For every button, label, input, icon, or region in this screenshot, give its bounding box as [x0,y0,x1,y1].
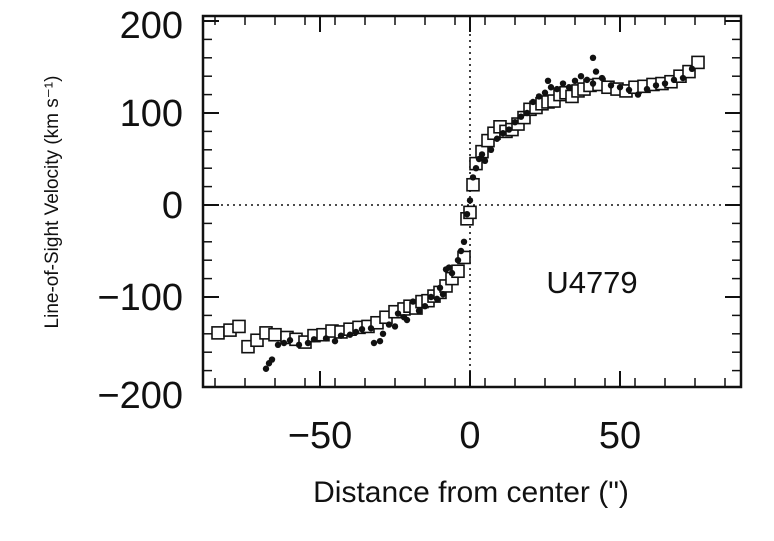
data-point-dot [589,54,597,61]
x-tick-labels: −50 0 50 [288,415,641,457]
filled-circle-series [262,54,696,372]
data-point-dot [544,77,552,85]
data-point-dot [553,85,561,93]
data-point-dot [415,307,423,314]
data-point-dot [331,337,339,345]
data-point-dot [439,291,447,298]
data-point-dot [463,211,471,218]
data-point-dot [454,257,462,264]
y-tick-labels: −200 −100 0 100 200 [97,5,183,417]
data-point-dot [547,84,555,91]
data-point-dot [616,84,624,91]
data-point-dot [304,339,312,347]
data-point-dot [322,335,330,342]
data-point-dot [559,80,567,87]
data-point-dot [475,155,483,163]
data-point-dot [367,325,375,332]
y-tick-label: 200 [120,5,183,47]
data-point-dot [268,356,276,363]
data-point-dot [445,264,453,271]
data-point-dot [385,321,393,328]
y-tick-label: 0 [162,185,183,227]
data-point-dot [433,295,441,303]
data-point-dot [262,365,270,372]
data-point-dot [592,68,600,75]
major-ticks [203,16,741,387]
data-point-dot [679,74,687,82]
data-point-dot [565,84,573,91]
data-point-dot [661,80,669,87]
data-point-dot [346,331,354,338]
data-point-dot [493,135,501,142]
x-tick-label: −50 [288,415,352,457]
data-point-dot [589,80,597,87]
data-point-dot [472,165,480,172]
y-tick-label: 100 [120,93,183,135]
data-point-dot [337,332,345,339]
data-point-dot [466,197,474,204]
data-point-square [268,327,282,342]
data-point-dot [625,86,633,94]
y-axis-title: Line-of-Sight Velocity (km s⁻¹) [42,76,63,329]
y-tick-label: −100 [97,277,183,319]
data-point-dot [448,269,456,277]
y-tick-label: −200 [97,375,183,417]
x-tick-label: 50 [599,415,641,457]
data-point-square [691,55,705,70]
data-point-dot [286,337,294,344]
data-point-dot [370,339,378,347]
data-point-dot [379,330,387,337]
data-point-dot [643,85,651,93]
data-point-dot [457,247,465,255]
data-point-dot [352,328,360,336]
data-point-dot [274,341,282,349]
data-point-dot [517,113,525,120]
data-point-dot [607,82,615,89]
data-point-dot [295,341,303,349]
reference-lines [203,16,741,387]
plot-frame [201,14,743,389]
data-point-dot [376,337,384,345]
galaxy-label: U4779 [546,265,637,300]
data-point-dot [535,93,543,100]
data-point-dot [481,157,489,165]
data-point-dot [478,151,486,158]
data-point-dot [505,126,513,133]
data-point-dot [577,73,585,80]
data-point-dot [652,82,660,89]
data-point-dot [598,74,606,82]
data-point-dot [688,65,696,73]
data-point-dot [511,119,519,126]
data-point-dot [427,293,435,301]
x-axis-title: Distance from center (") [313,476,629,509]
data-point-dot [358,326,366,333]
data-point-dot [541,89,549,96]
data-point-dot [403,316,411,324]
data-point-dot [310,336,318,343]
data-point-square [232,319,246,334]
data-point-dot [391,323,399,330]
data-point-dot [460,238,468,245]
open-square-series [211,55,705,354]
data-point-dot [634,91,642,98]
data-point-dot [469,174,477,181]
data-point-dot [280,339,288,347]
minor-ticks [203,16,741,387]
data-point-square [211,326,225,340]
data-point-dot [394,310,402,317]
data-point-dot [670,76,678,84]
data-point-dot [409,298,417,305]
data-point-dot [421,303,429,310]
x-tick-label: 0 [459,415,480,457]
data-point-dot [499,130,507,137]
data-point-dot [436,284,444,291]
data-point-dot [583,76,591,84]
data-point-dot [529,98,537,106]
data-point-dot [487,146,495,153]
data-point-dot [571,77,579,85]
data-point-dot [523,109,531,117]
